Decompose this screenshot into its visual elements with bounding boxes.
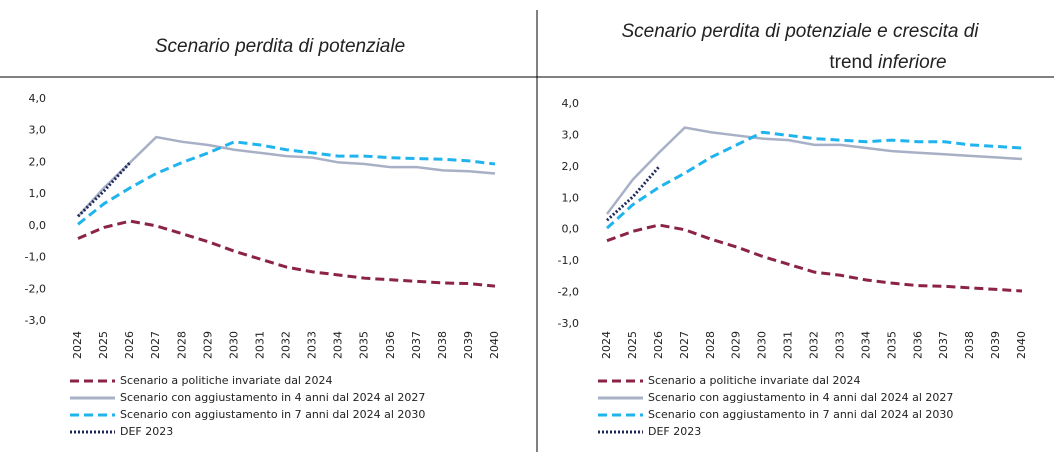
x-tick-label: 2031 (782, 331, 795, 359)
y-tick-label: 2,0 (562, 160, 580, 173)
x-tick-label: 2034 (332, 331, 345, 359)
y-tick-label: 3,0 (562, 128, 580, 141)
series-line (76, 161, 132, 218)
y-tick-label: -1,0 (25, 251, 46, 264)
x-tick-label: 2031 (253, 331, 266, 359)
x-tick-label: 2039 (462, 331, 475, 359)
y-tick-label: 2,0 (29, 155, 47, 168)
x-tick-label: 2036 (384, 331, 397, 359)
series-line (77, 219, 496, 288)
chart-title: trend inferiore (829, 52, 946, 73)
x-tick-label: 2026 (123, 331, 136, 359)
y-tick-label: 1,0 (562, 191, 580, 204)
legend-label: Scenario con aggiustamento in 7 anni dal… (648, 408, 953, 421)
x-tick-label: 2033 (833, 331, 846, 359)
x-tick-label: 2034 (859, 331, 872, 359)
x-tick-label: 2028 (175, 331, 188, 359)
x-tick-label: 2026 (652, 331, 665, 359)
x-tick-label: 2025 (97, 331, 110, 359)
x-tick-label: 2037 (937, 331, 950, 359)
y-tick-label: -3,0 (558, 317, 579, 330)
series-line (77, 140, 496, 226)
y-tick-label: 0,0 (562, 223, 580, 236)
x-tick-label: 2035 (358, 331, 371, 359)
x-tick-label: 2024 (71, 331, 84, 359)
y-tick-label: -2,0 (25, 282, 46, 295)
series-line (606, 223, 1023, 293)
x-tick-label: 2032 (280, 331, 293, 359)
x-tick-label: 2040 (1015, 331, 1028, 359)
x-tick-label: 2033 (306, 331, 319, 359)
legend-label: DEF 2023 (120, 425, 173, 438)
y-tick-label: -3,0 (25, 314, 46, 327)
x-tick-label: 2036 (911, 331, 924, 359)
legend-label: Scenario con aggiustamento in 4 anni dal… (648, 391, 953, 404)
chart-title: Scenario perdita di potenziale e crescit… (622, 21, 980, 42)
x-tick-label: 2029 (730, 331, 743, 359)
y-tick-label: 4,0 (562, 97, 580, 110)
legend-label: DEF 2023 (648, 425, 701, 438)
series-line (77, 135, 496, 218)
x-tick-label: 2027 (149, 331, 162, 359)
y-tick-label: 4,0 (29, 92, 47, 105)
x-tick-label: 2025 (626, 331, 639, 359)
x-tick-label: 2039 (989, 331, 1002, 359)
x-tick-label: 2032 (808, 331, 821, 359)
x-tick-label: 2035 (885, 331, 898, 359)
y-tick-label: 3,0 (29, 124, 47, 137)
x-tick-label: 2030 (227, 331, 240, 359)
legend-label: Scenario a politiche invariate dal 2024 (120, 374, 332, 387)
x-tick-label: 2028 (704, 331, 717, 359)
legend-label: Scenario con aggiustamento in 7 anni dal… (120, 408, 425, 421)
series-line (605, 165, 661, 222)
x-tick-label: 2024 (600, 331, 613, 359)
x-tick-label: 2029 (201, 331, 214, 359)
legend-label: Scenario a politiche invariate dal 2024 (648, 374, 860, 387)
chart-title: inferiore (878, 52, 947, 73)
chart-title: Scenario perdita di potenziale (155, 36, 405, 57)
y-tick-label: 1,0 (29, 187, 47, 200)
y-tick-label: 0,0 (29, 219, 47, 232)
x-tick-label: 2040 (488, 331, 501, 359)
series-line (606, 126, 1023, 215)
series-line (605, 130, 1023, 230)
x-tick-label: 2027 (678, 331, 691, 359)
legend-label: Scenario con aggiustamento in 4 anni dal… (120, 391, 425, 404)
chart-title: trend (829, 52, 872, 73)
x-tick-label: 2038 (963, 331, 976, 359)
x-tick-label: 2030 (756, 331, 769, 359)
x-tick-label: 2038 (436, 331, 449, 359)
y-tick-label: -2,0 (558, 286, 579, 299)
y-tick-label: -1,0 (558, 254, 579, 267)
x-tick-label: 2037 (410, 331, 423, 359)
